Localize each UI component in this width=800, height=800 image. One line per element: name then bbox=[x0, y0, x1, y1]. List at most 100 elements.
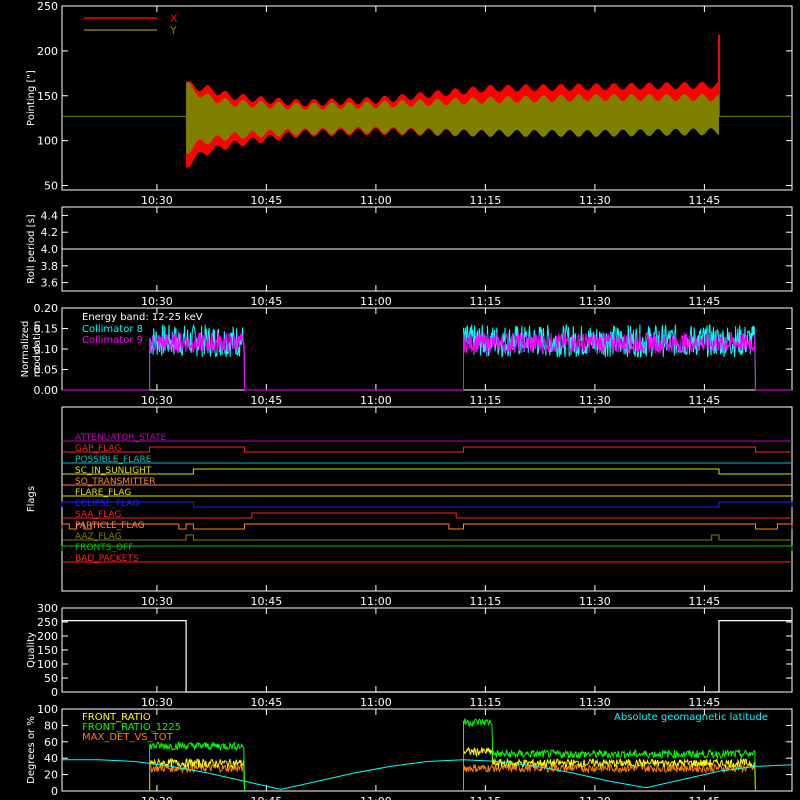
flag-line-particle_flag bbox=[61, 523, 793, 530]
flag-line-gap_flag bbox=[62, 446, 792, 453]
pointing-xtick-label: 11:00 bbox=[360, 194, 392, 207]
modulation-legend-label: Collimator 8 bbox=[82, 324, 143, 335]
pointing-legend-label: X bbox=[170, 12, 178, 25]
flag-line-eclipse_flag bbox=[61, 501, 793, 508]
quality-xtick-label: 10:45 bbox=[251, 696, 283, 709]
modulation-annotation: Energy band: 12-25 keV bbox=[82, 312, 203, 323]
flags-ylabel-group: Flags bbox=[26, 486, 37, 512]
ratios-xtick-label: 10:45 bbox=[251, 795, 283, 800]
modulation-ylabel: Normalized bbox=[20, 321, 31, 378]
quality-ylabel-group: Quality bbox=[26, 632, 37, 668]
pointing-xtick-label: 11:45 bbox=[689, 194, 721, 207]
ratios-ytick-label: 60 bbox=[44, 736, 58, 749]
flags-xtick-label: 10:30 bbox=[141, 595, 173, 608]
roll-period-ytick-label: 4.0 bbox=[41, 243, 59, 256]
ratio-series-3 bbox=[463, 762, 756, 792]
ratios-ytick-label: 20 bbox=[44, 769, 58, 782]
quality-ylabel: Quality bbox=[26, 632, 37, 668]
pointing-xtick-label: 10:45 bbox=[251, 194, 283, 207]
quality-xtick-label: 11:00 bbox=[360, 696, 392, 709]
roll-period-ytick-label: 4.4 bbox=[41, 209, 59, 222]
ratio-series-1 bbox=[463, 746, 756, 792]
ratios-annotation: Absolute geomagnetic latitude bbox=[614, 712, 768, 723]
modulation-xtick-label: 11:15 bbox=[470, 394, 502, 407]
flag-label: SAA_FLAG bbox=[75, 510, 121, 520]
flags-xtick-label: 11:30 bbox=[579, 595, 611, 608]
pointing-legend-label: Y bbox=[169, 24, 177, 37]
flag-line-aaz_flag bbox=[62, 534, 792, 541]
flag-label: GAP_FLAG bbox=[75, 444, 121, 454]
modulation-xtick-label: 11:30 bbox=[579, 394, 611, 407]
modulation-xtick-label: 11:45 bbox=[689, 394, 721, 407]
flag-label: PARTICLE_FLAG bbox=[75, 521, 145, 531]
ratios-ytick-label: 80 bbox=[44, 719, 58, 732]
ratios-ylabel: Degrees or % bbox=[26, 716, 37, 784]
ratios-xtick-label: 11:15 bbox=[470, 795, 502, 800]
modulation-ytick-label: 0.10 bbox=[34, 343, 59, 356]
flag-label: ECLIPSE_FLAG bbox=[75, 499, 139, 509]
ratios-xtick-label: 11:00 bbox=[360, 795, 392, 800]
flag-line-sc_in_sunlight bbox=[62, 468, 792, 475]
ratios-legend-label: MAX_DET_VS_TOT bbox=[82, 732, 174, 743]
roll-period-xtick-label: 11:15 bbox=[470, 295, 502, 308]
quality-ytick-label: 200 bbox=[37, 630, 58, 643]
modulation-xtick-label: 10:30 bbox=[141, 394, 173, 407]
pointing-xtick-label: 11:30 bbox=[579, 194, 611, 207]
roll-period-xtick-label: 10:45 bbox=[251, 295, 283, 308]
roll-period-ytick-label: 3.8 bbox=[41, 260, 59, 273]
flag-label: FRONTS_OFF bbox=[75, 543, 133, 553]
flags-xtick-label: 10:45 bbox=[251, 595, 283, 608]
ratios-ylabel-group: Degrees or % bbox=[26, 716, 37, 784]
ratio-series-3 bbox=[149, 762, 245, 792]
roll-period-xtick-label: 11:45 bbox=[689, 295, 721, 308]
ratios-ytick-label: 100 bbox=[37, 703, 58, 716]
quality-xtick-label: 10:30 bbox=[141, 696, 173, 709]
ratios-ytick-label: 40 bbox=[44, 752, 58, 765]
flag-label: SC_IN_SUNLIGHT bbox=[75, 466, 152, 476]
ratios-xtick-label: 11:45 bbox=[689, 795, 721, 800]
flag-label: ATTENUATOR_STATE bbox=[75, 433, 167, 443]
ratios-frame bbox=[61, 708, 793, 792]
ratios-xtick-label: 11:30 bbox=[579, 795, 611, 800]
ratio-series-2 bbox=[463, 718, 756, 792]
quality-line bbox=[62, 619, 792, 693]
flags-ylabel: Flags bbox=[26, 486, 37, 512]
pointing-ylabel: Pointing ["] bbox=[26, 70, 37, 126]
quality-ytick-label: 50 bbox=[44, 672, 58, 685]
flags-frame bbox=[61, 406, 793, 592]
pointing-ytick-label: 200 bbox=[37, 45, 58, 58]
flag-line-saa_flag bbox=[62, 512, 792, 519]
roll-period-ytick-label: 3.6 bbox=[41, 277, 59, 290]
ratio-series-2 bbox=[149, 741, 245, 792]
ratios-ytick-label: 0 bbox=[51, 785, 58, 798]
modulation-ytick-label: 0.20 bbox=[34, 302, 59, 315]
quality-ytick-label: 0 bbox=[51, 686, 58, 699]
pointing-ytick-label: 100 bbox=[37, 135, 58, 148]
ratio-series-1 bbox=[149, 757, 245, 792]
modulation-legend-label: Collimator 9 bbox=[82, 335, 143, 346]
modulation-xtick-label: 11:00 bbox=[360, 394, 392, 407]
pointing-ytick-label: 150 bbox=[37, 90, 58, 103]
flag-label: SO_TRANSMITTER bbox=[75, 477, 155, 487]
roll-period-xtick-label: 10:30 bbox=[141, 295, 173, 308]
quality-xtick-label: 11:15 bbox=[470, 696, 502, 709]
quality-xtick-label: 11:30 bbox=[579, 696, 611, 709]
ratios-legend-label: FRONT_RATIO_1225 bbox=[82, 722, 181, 733]
quality-ytick-label: 250 bbox=[37, 616, 58, 629]
modulation-xtick-label: 10:45 bbox=[251, 394, 283, 407]
roll-period-xtick-label: 11:30 bbox=[579, 295, 611, 308]
pointing-frame bbox=[61, 5, 793, 191]
quality-ytick-label: 100 bbox=[37, 658, 58, 671]
flags-xtick-label: 11:45 bbox=[689, 595, 721, 608]
modulation-series-0 bbox=[62, 323, 792, 391]
modulation-ytick-label: 0.15 bbox=[34, 323, 59, 336]
pointing-ytick-label: 250 bbox=[37, 0, 58, 13]
pointing-series-y-band bbox=[186, 82, 720, 155]
modulation-ylabel-group: Normalized modulation bbox=[20, 321, 43, 378]
roll-period-ytick-label: 4.2 bbox=[41, 226, 59, 239]
flag-label: AAZ_FLAG bbox=[75, 532, 122, 542]
ratios-xtick-label: 10:30 bbox=[141, 795, 173, 800]
flags-xtick-label: 11:15 bbox=[470, 595, 502, 608]
flags-xtick-label: 11:00 bbox=[360, 595, 392, 608]
